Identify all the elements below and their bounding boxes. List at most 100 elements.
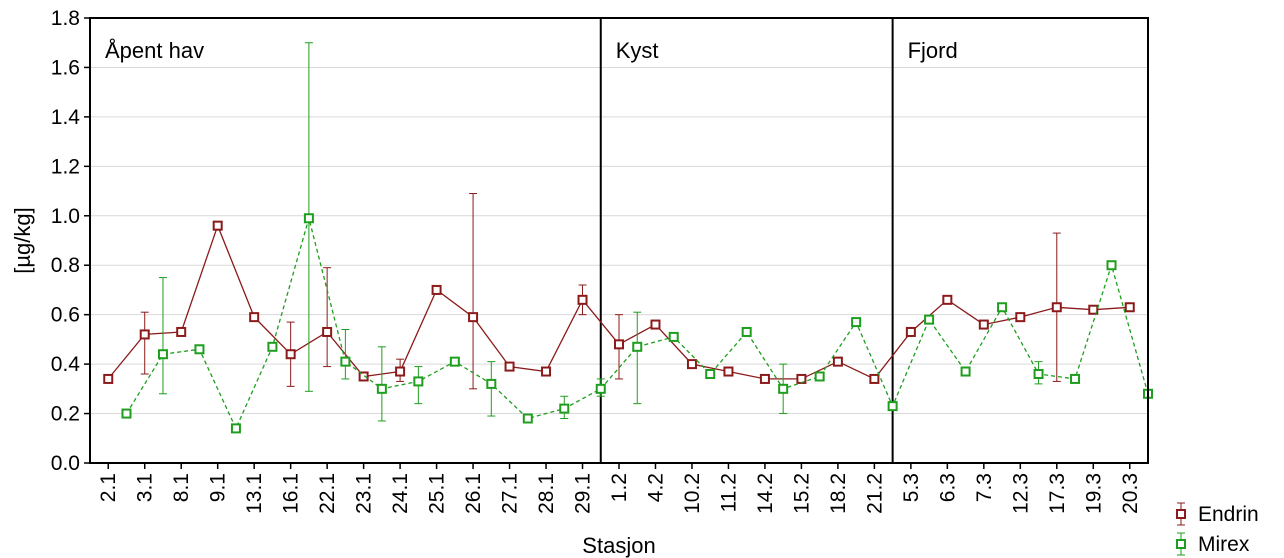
x-tick-label: 29.1 <box>572 473 595 514</box>
y-tick-label: 0.2 <box>51 403 80 426</box>
legend-marker <box>1176 509 1186 519</box>
x-tick-label: 10.2 <box>681 473 704 514</box>
series-line <box>125 215 1149 430</box>
data-point <box>157 349 168 360</box>
series-endrin <box>103 193 1135 390</box>
data-point <box>522 413 533 424</box>
x-tick-label: 22.1 <box>316 473 339 514</box>
data-point <box>778 383 789 394</box>
data-point <box>723 366 734 377</box>
data-point <box>358 371 369 382</box>
x-tick-label: 14.2 <box>754 473 777 514</box>
data-point <box>887 401 898 412</box>
data-point <box>1033 369 1044 379</box>
y-axis-title: [µg/kg] <box>10 207 35 273</box>
y-tick-label: 0.8 <box>51 254 80 277</box>
x-tick-label: 5.3 <box>900 473 923 502</box>
x-tick-label: 4.2 <box>644 473 667 502</box>
data-point <box>686 359 697 370</box>
x-tick-label: 25.1 <box>426 473 449 514</box>
data-point <box>997 302 1008 313</box>
x-tick-label: 2.1 <box>97 473 120 502</box>
x-tick-label: 18.2 <box>827 473 850 514</box>
x-tick-label: 12.3 <box>1009 473 1032 514</box>
y-tick-label: 1.4 <box>51 106 81 129</box>
data-point <box>595 383 606 394</box>
x-tick-label: 3.1 <box>134 473 157 502</box>
data-point <box>905 326 916 337</box>
x-tick-label: 19.3 <box>1082 473 1105 514</box>
x-tick-label: 21.2 <box>863 473 886 514</box>
data-point <box>705 369 716 379</box>
y-tick-label: 1.6 <box>51 56 80 79</box>
data-point <box>139 329 150 340</box>
data-point <box>668 331 679 342</box>
data-point <box>1070 373 1081 384</box>
x-tick-label: 15.2 <box>790 473 813 514</box>
plot-frame <box>89 17 1149 464</box>
data-point <box>413 376 424 387</box>
data-point <box>614 339 624 350</box>
data-point <box>468 312 479 323</box>
x-tick-label: 13.1 <box>243 473 266 514</box>
region-label: Kyst <box>616 38 659 63</box>
data-point <box>376 383 387 394</box>
x-tick-label: 28.1 <box>535 473 558 514</box>
x-tick-label: 8.1 <box>170 473 193 502</box>
x-tick-label: 6.3 <box>936 473 959 502</box>
data-point <box>759 373 770 384</box>
y-tick-label: 0.6 <box>51 304 80 327</box>
x-tick-label: 20.3 <box>1119 473 1142 514</box>
y-tick-label: 1.8 <box>51 7 80 30</box>
x-tick-label: 23.1 <box>353 473 376 514</box>
x-tick-label: 9.1 <box>207 473 230 502</box>
data-point <box>1124 302 1135 313</box>
data-point <box>814 371 825 382</box>
data-point <box>322 326 333 337</box>
y-axis: 0.0 0.2 0.4 0.6 0.8 1.0 1.2 1.4 1.6 1.8 <box>51 7 90 475</box>
legend-item: Mirex <box>1176 532 1250 556</box>
data-point <box>1088 304 1099 315</box>
data-point <box>869 373 880 384</box>
data-point <box>285 349 296 360</box>
x-axis-title: Stasjon <box>582 533 655 558</box>
data-point <box>650 319 661 330</box>
data-point <box>121 408 132 419</box>
data-point <box>741 326 752 337</box>
data-point <box>212 220 223 231</box>
data-point <box>395 366 406 377</box>
data-point <box>431 284 442 295</box>
region-label: Åpent hav <box>105 38 204 63</box>
data-point <box>559 403 570 414</box>
data-point <box>194 344 205 355</box>
region-labels: Åpent hav Kyst Fjord <box>105 38 958 63</box>
data-point <box>978 319 989 330</box>
data-point <box>103 373 114 384</box>
data-point <box>924 314 935 325</box>
legend-item: Endrin <box>1176 502 1259 526</box>
legend-marker <box>1176 539 1186 549</box>
data-point <box>832 356 843 367</box>
data-point <box>960 366 971 377</box>
data-point <box>851 317 862 328</box>
data-point <box>541 366 552 377</box>
data-point <box>249 312 260 323</box>
x-tick-label: 17.3 <box>1046 473 1069 514</box>
data-point <box>303 213 314 224</box>
data-point <box>1051 302 1062 313</box>
x-tick-label: 26.1 <box>462 473 485 514</box>
data-point <box>1106 260 1117 271</box>
y-tick-label: 0.4 <box>51 353 81 376</box>
legend-label: Endrin <box>1198 503 1259 526</box>
data-point <box>267 341 278 352</box>
y-tick-label: 0.0 <box>51 452 80 475</box>
data-point <box>504 361 515 372</box>
x-tick-label: 1.2 <box>608 473 631 502</box>
data-point <box>486 378 497 389</box>
x-tick-label: 27.1 <box>499 473 522 514</box>
data-point <box>230 423 241 434</box>
data-point <box>632 341 643 352</box>
data-point <box>449 356 460 367</box>
y-tick-label: 1.0 <box>51 205 80 228</box>
